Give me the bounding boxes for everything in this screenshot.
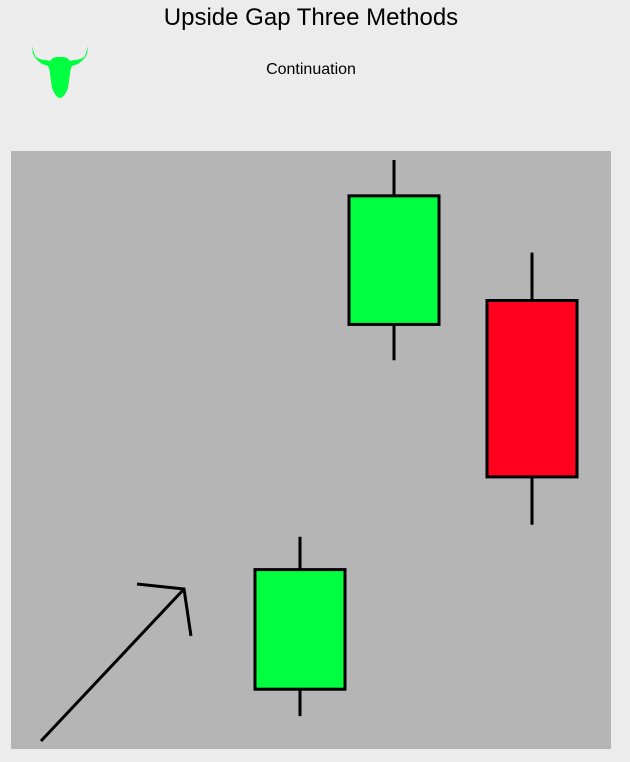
bullish-candle <box>347 194 441 326</box>
candles-group <box>253 159 579 717</box>
bullish-candle <box>253 568 347 691</box>
candlestick-chart <box>11 151 611 749</box>
page-title: Upside Gap Three Methods <box>163 4 459 31</box>
bearish-candle <box>485 299 579 479</box>
uptrend-arrow <box>39 582 193 743</box>
page-subtitle: Continuation <box>266 61 356 78</box>
bull-icon <box>32 46 88 98</box>
